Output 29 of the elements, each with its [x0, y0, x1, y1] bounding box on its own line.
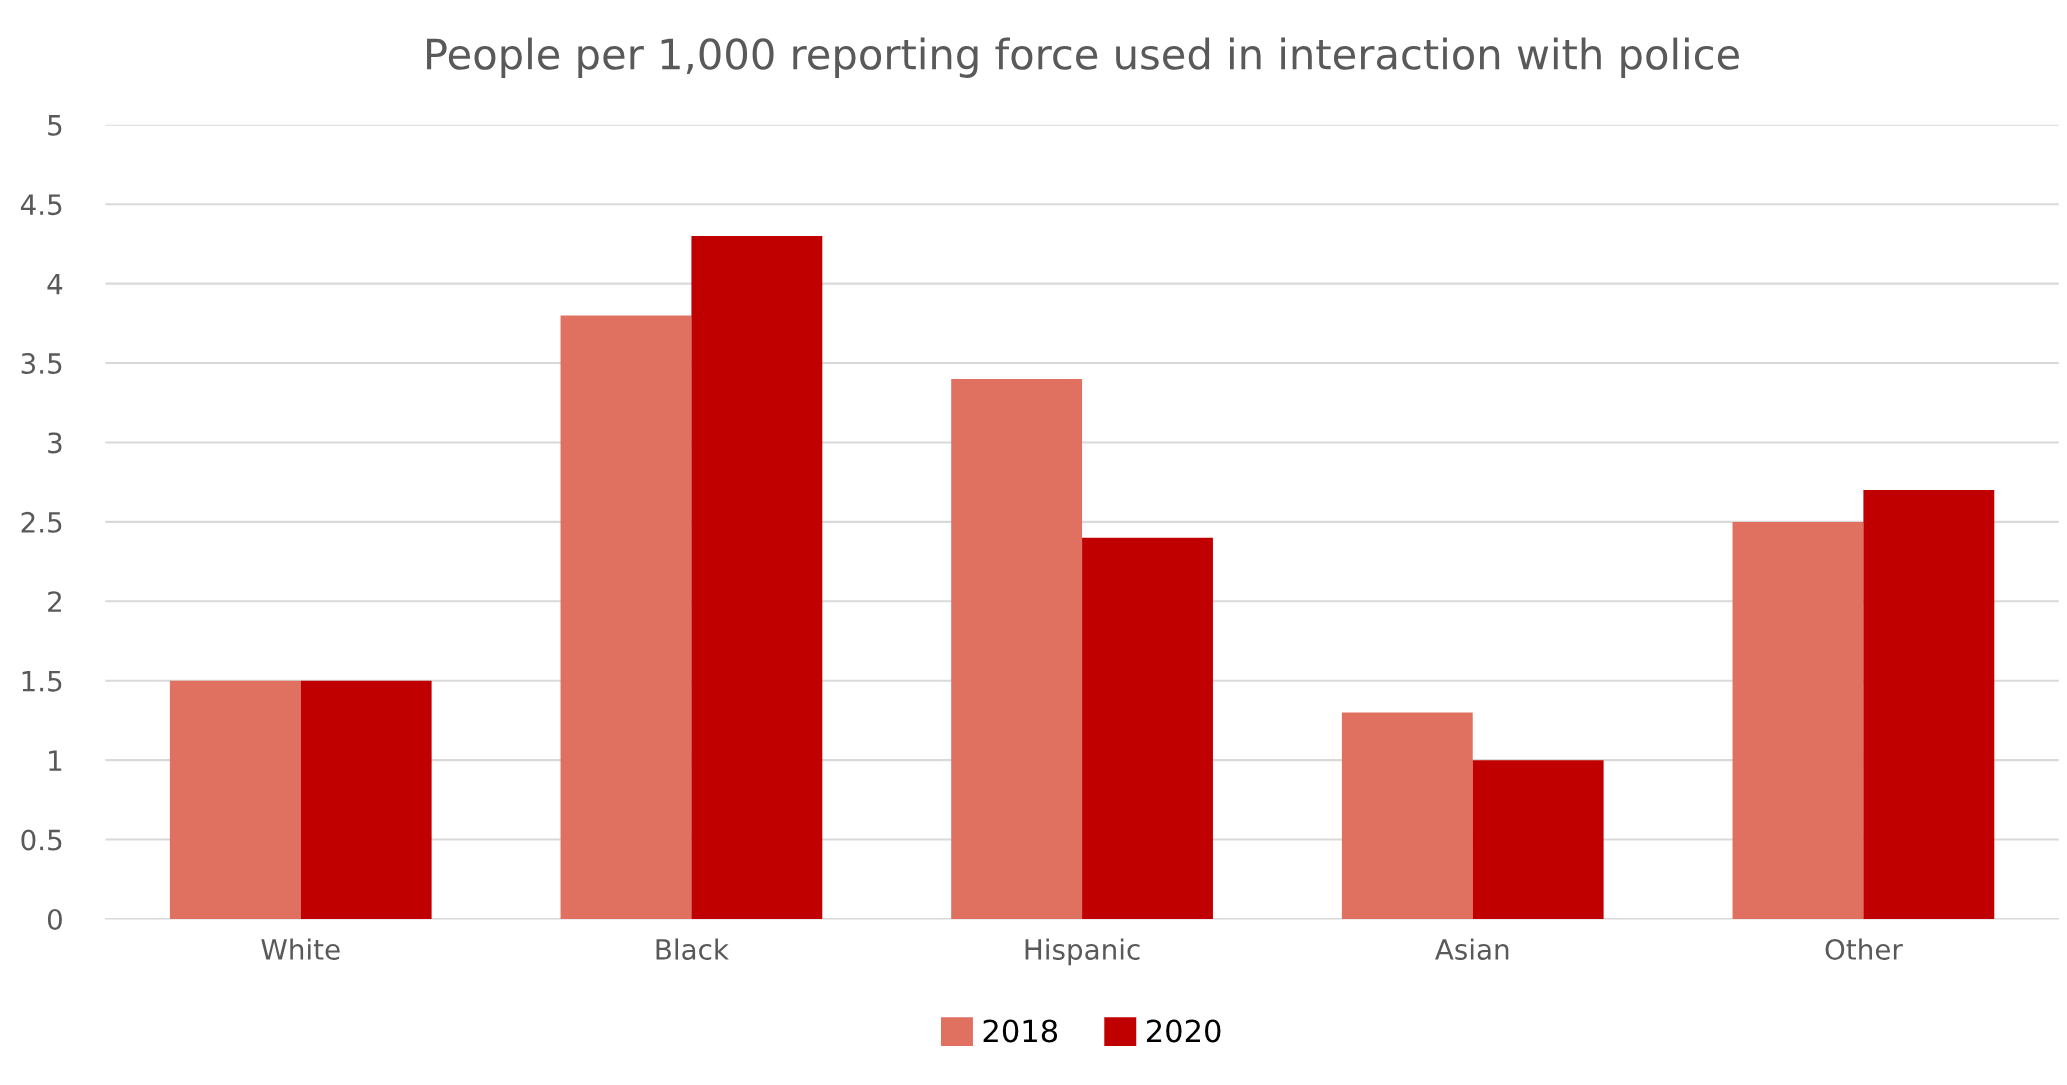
- chart-title: People per 1,000 reporting force used in interaction with police: [427, 37, 1739, 78]
- x-tick-label: Black: [656, 938, 729, 960]
- legend-label: 2018: [983, 1019, 1058, 1043]
- bar: [300, 680, 432, 919]
- bar: [560, 315, 692, 919]
- y-tick-label: 1.5: [22, 671, 62, 692]
- bar: [1863, 490, 1995, 919]
- bar: [1472, 760, 1604, 919]
- x-tick-label: Asian: [1435, 938, 1509, 960]
- bar: [691, 235, 823, 919]
- bar: [1082, 537, 1213, 919]
- bar: [169, 680, 301, 919]
- y-tick-label: 4.5: [20, 194, 62, 216]
- x-tick-label: White: [261, 938, 340, 960]
- bar: [1341, 712, 1473, 919]
- y-tick-label: 0: [47, 908, 62, 930]
- x-tick-label: Hispanic: [1025, 938, 1140, 966]
- y-tick-label: 2.5: [21, 511, 62, 533]
- bar: [1732, 521, 1864, 919]
- y-tick-label: 1: [49, 750, 62, 771]
- bar: [951, 378, 1083, 919]
- x-tick-label: Other: [1825, 938, 1903, 960]
- legend-label: 2020: [1146, 1019, 1221, 1043]
- y-tick-label: 3.5: [21, 352, 62, 374]
- y-tick-label: 2: [48, 591, 61, 612]
- y-tick-label: 4: [47, 273, 63, 295]
- y-tick-label: 3: [48, 432, 62, 454]
- y-tick-label: 5: [48, 115, 62, 136]
- y-tick-label: 0.5: [21, 829, 62, 851]
